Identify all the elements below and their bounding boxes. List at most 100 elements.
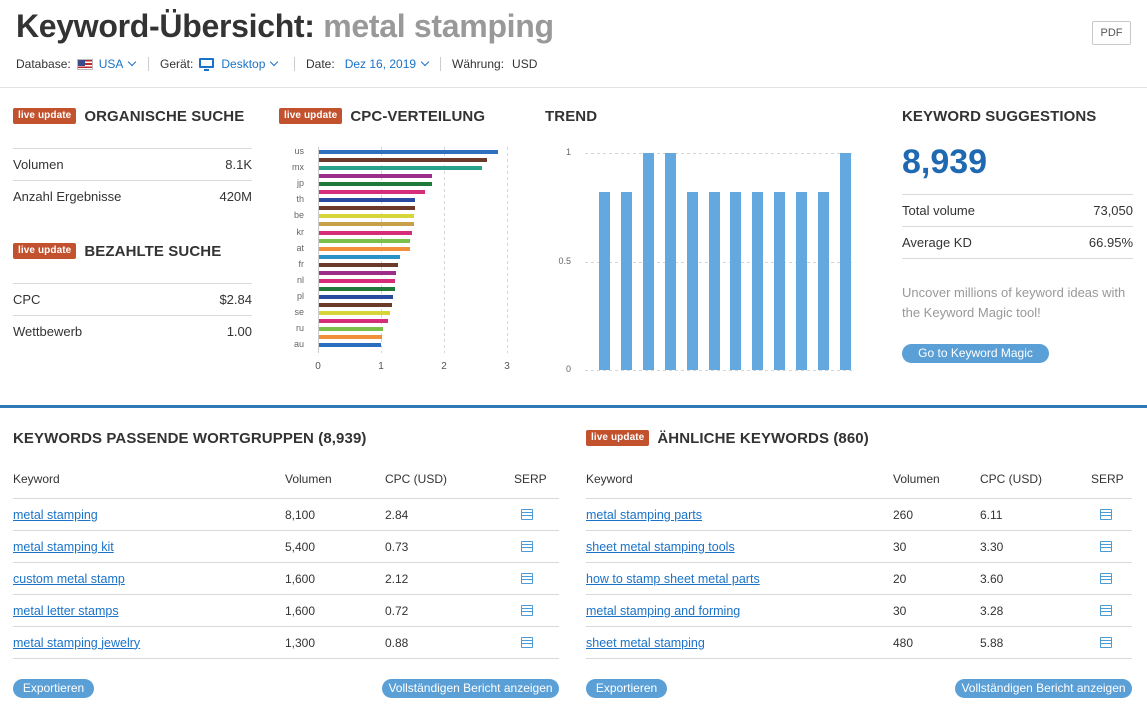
- cpc-bar[interactable]: [319, 319, 389, 324]
- serp-icon[interactable]: [1100, 605, 1112, 616]
- y-tick-label: fr: [298, 258, 305, 269]
- cpc-bar[interactable]: [319, 238, 411, 243]
- cpc-bar[interactable]: [319, 343, 382, 348]
- live-update-badge: live update: [279, 108, 343, 125]
- title-keyword: metal stamping: [323, 8, 554, 44]
- device-selector[interactable]: Gerät: Desktop: [160, 56, 279, 72]
- cpc-heading: live update CPC-VERTEILUNG: [279, 108, 485, 125]
- keyword-link[interactable]: metal stamping kit: [13, 539, 114, 554]
- chevron-down-icon: [270, 57, 279, 67]
- metric-label: Average KD: [902, 235, 972, 250]
- export-button[interactable]: Exportieren: [586, 679, 667, 698]
- full-report-button[interactable]: Vollständigen Bericht anzeigen: [382, 679, 559, 698]
- cpc-bar[interactable]: [319, 327, 384, 332]
- keyword-link[interactable]: sheet metal stamping tools: [586, 539, 735, 554]
- y-tick-label: au: [293, 339, 304, 350]
- trend-bar[interactable]: [642, 153, 654, 370]
- cpc-bar[interactable]: [319, 214, 414, 219]
- col-volume[interactable]: Volumen: [285, 472, 332, 486]
- serp-icon[interactable]: [1100, 573, 1112, 584]
- serp-icon[interactable]: [521, 637, 533, 648]
- cpc-bar[interactable]: [319, 150, 498, 154]
- cpc-bar[interactable]: [319, 190, 425, 195]
- metric-value: $2.84: [219, 292, 252, 307]
- keyword-link[interactable]: metal stamping and forming: [586, 603, 741, 618]
- keyword-link[interactable]: sheet metal stamping: [586, 635, 705, 650]
- keyword-link[interactable]: metal stamping jewelry: [13, 635, 141, 650]
- volume-cell: 480: [893, 635, 914, 650]
- keyword-link[interactable]: custom metal stamp: [13, 571, 125, 586]
- currency-value: USD: [512, 57, 538, 71]
- trend-bar[interactable]: [599, 192, 610, 370]
- keyword-magic-button[interactable]: Go to Keyword Magic: [902, 344, 1049, 363]
- volume-cell: 1,300: [285, 635, 316, 650]
- serp-icon[interactable]: [1100, 637, 1112, 648]
- trend-bar[interactable]: [796, 192, 808, 370]
- full-report-button[interactable]: Vollständigen Bericht anzeigen: [955, 679, 1132, 698]
- metric-label: Volumen: [13, 157, 64, 172]
- date-selector[interactable]: Date: Dez 16, 2019: [306, 56, 430, 72]
- cpc-bar[interactable]: [319, 278, 395, 283]
- keyword-link[interactable]: metal letter stamps: [13, 603, 119, 618]
- trend-bar[interactable]: [708, 192, 720, 370]
- serp-icon[interactable]: [521, 573, 533, 584]
- trend-bar[interactable]: [839, 153, 851, 370]
- trend-bar[interactable]: [730, 192, 742, 370]
- col-cpc[interactable]: CPC (USD): [385, 472, 447, 486]
- database-selector[interactable]: Database: USA: [16, 56, 137, 72]
- cpc-bar[interactable]: [319, 222, 414, 227]
- trend-bar[interactable]: [664, 153, 676, 370]
- trend-bar[interactable]: [686, 192, 698, 370]
- serp-icon[interactable]: [1100, 541, 1112, 552]
- trend-bar[interactable]: [774, 192, 786, 370]
- keyword-link[interactable]: how to stamp sheet metal parts: [586, 571, 760, 586]
- title-prefix: Keyword-Übersicht:: [16, 8, 315, 44]
- cpc-bar[interactable]: [319, 286, 395, 291]
- keyword-link[interactable]: metal stamping: [13, 507, 98, 522]
- cpc-bar[interactable]: [319, 230, 413, 235]
- col-serp: SERP: [1091, 472, 1124, 486]
- volume-cell: 30: [893, 539, 907, 554]
- volume-cell: 20: [893, 571, 907, 586]
- export-button[interactable]: Exportieren: [13, 679, 94, 698]
- live-update-badge: live update: [586, 430, 650, 447]
- cpc-bar[interactable]: [319, 262, 398, 267]
- col-cpc[interactable]: CPC (USD): [980, 472, 1042, 486]
- pdf-button[interactable]: PDF: [1092, 21, 1131, 45]
- cpc-bar[interactable]: [319, 302, 393, 307]
- serp-icon[interactable]: [521, 541, 533, 552]
- cpc-bar[interactable]: [319, 206, 415, 211]
- serp-icon[interactable]: [521, 509, 533, 520]
- cpc-bar[interactable]: [319, 270, 396, 275]
- cpc-bar[interactable]: [319, 158, 488, 163]
- keyword-link[interactable]: metal stamping parts: [586, 507, 703, 522]
- cpc-cell: 3.28: [980, 603, 1004, 618]
- cpc-bar[interactable]: [319, 166, 482, 171]
- organic-heading: live update ORGANISCHE SUCHE: [13, 108, 244, 125]
- col-volume[interactable]: Volumen: [893, 472, 940, 486]
- cpc-bar[interactable]: [319, 335, 382, 340]
- volume-cell: 8,100: [285, 507, 316, 522]
- cpc-bar[interactable]: [319, 246, 411, 251]
- trend-bar[interactable]: [752, 192, 764, 370]
- date-value[interactable]: Dez 16, 2019: [344, 57, 417, 71]
- paid-metrics: CPC $2.84 Wettbewerb 1.00: [13, 283, 252, 347]
- col-keyword[interactable]: Keyword: [586, 472, 633, 486]
- trend-bar[interactable]: [620, 192, 632, 370]
- cpc-bar[interactable]: [319, 311, 390, 315]
- serp-icon[interactable]: [1100, 509, 1112, 520]
- cpc-bar[interactable]: [319, 174, 433, 179]
- chevron-down-icon: [128, 57, 137, 67]
- database-value[interactable]: USA: [98, 57, 124, 71]
- col-keyword[interactable]: Keyword: [13, 472, 60, 486]
- device-value[interactable]: Desktop: [221, 57, 266, 71]
- cpc-bar[interactable]: [319, 294, 394, 299]
- cpc-bar[interactable]: [319, 182, 433, 187]
- metric-label: Anzahl Ergebnisse: [13, 189, 122, 204]
- cpc-bar[interactable]: [319, 254, 400, 259]
- live-update-badge: live update: [13, 108, 77, 125]
- cpc-bar[interactable]: [319, 198, 415, 203]
- trend-bar[interactable]: [818, 192, 829, 370]
- serp-icon[interactable]: [521, 605, 533, 616]
- trend-chart: 1 0.5 0: [545, 145, 865, 380]
